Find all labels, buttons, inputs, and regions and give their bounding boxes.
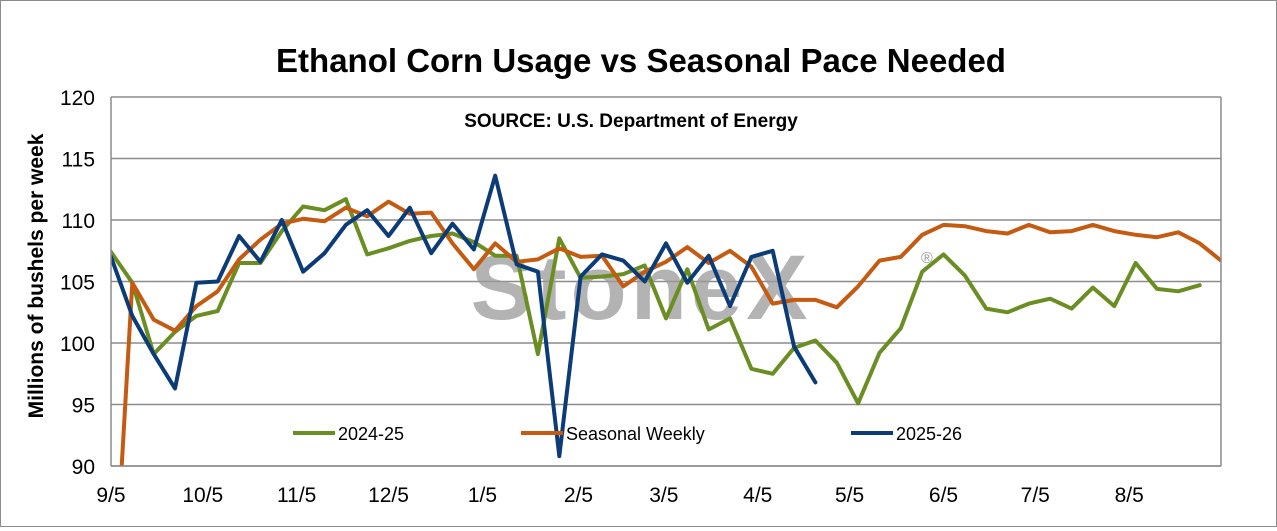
x-tick-label: 11/5 xyxy=(277,484,316,507)
y-tick-label: 90 xyxy=(72,456,95,479)
y-tick-label: 120 xyxy=(60,87,95,110)
x-tick-label: 10/5 xyxy=(182,484,223,507)
registered-mark: ® xyxy=(921,250,933,267)
x-tick-label: 8/5 xyxy=(1115,484,1144,507)
x-tick-label: 9/5 xyxy=(96,484,125,507)
source-note: SOURCE: U.S. Department of Energy xyxy=(464,111,798,132)
x-tick-label: 2/5 xyxy=(564,484,593,507)
legend: 2024-25 Seasonal Weekly 2025-26 xyxy=(293,424,962,444)
x-tick-label: 12/5 xyxy=(368,484,409,507)
y-tick-label: 105 xyxy=(60,272,95,295)
x-tick-label: 4/5 xyxy=(743,484,772,507)
legend-label: 2025-26 xyxy=(896,424,962,444)
x-tick-label: 3/5 xyxy=(649,484,678,507)
series-lines xyxy=(111,173,1221,466)
y-tick-label: 115 xyxy=(62,149,95,172)
y-tick-label: 110 xyxy=(62,210,95,233)
legend-label: 2024-25 xyxy=(338,424,404,444)
stonex-watermark: StoneX xyxy=(471,237,812,339)
x-tick-label: 7/5 xyxy=(1021,484,1050,507)
x-tick-label: 5/5 xyxy=(835,484,864,507)
x-tick-label: 6/5 xyxy=(929,484,958,507)
y-tick-label: 95 xyxy=(72,395,95,418)
series-line-2024-25 xyxy=(111,197,1202,406)
y-axis-label: Millions of bushels per week xyxy=(25,133,48,418)
x-tick-label: 1/5 xyxy=(468,484,497,507)
axes: 90 95 100 105 110 115 120 9/5 10/5 11/5 12/5 1/5 2/5… xyxy=(60,87,1222,507)
chart-title: Ethanol Corn Usage vs Seasonal Pace Need… xyxy=(276,42,1006,79)
series-line-seasonal-weekly xyxy=(119,199,1221,466)
legend-label: Seasonal Weekly xyxy=(566,424,705,444)
series-line-2025-26 xyxy=(111,173,818,459)
y-tick-label: 100 xyxy=(60,333,95,356)
